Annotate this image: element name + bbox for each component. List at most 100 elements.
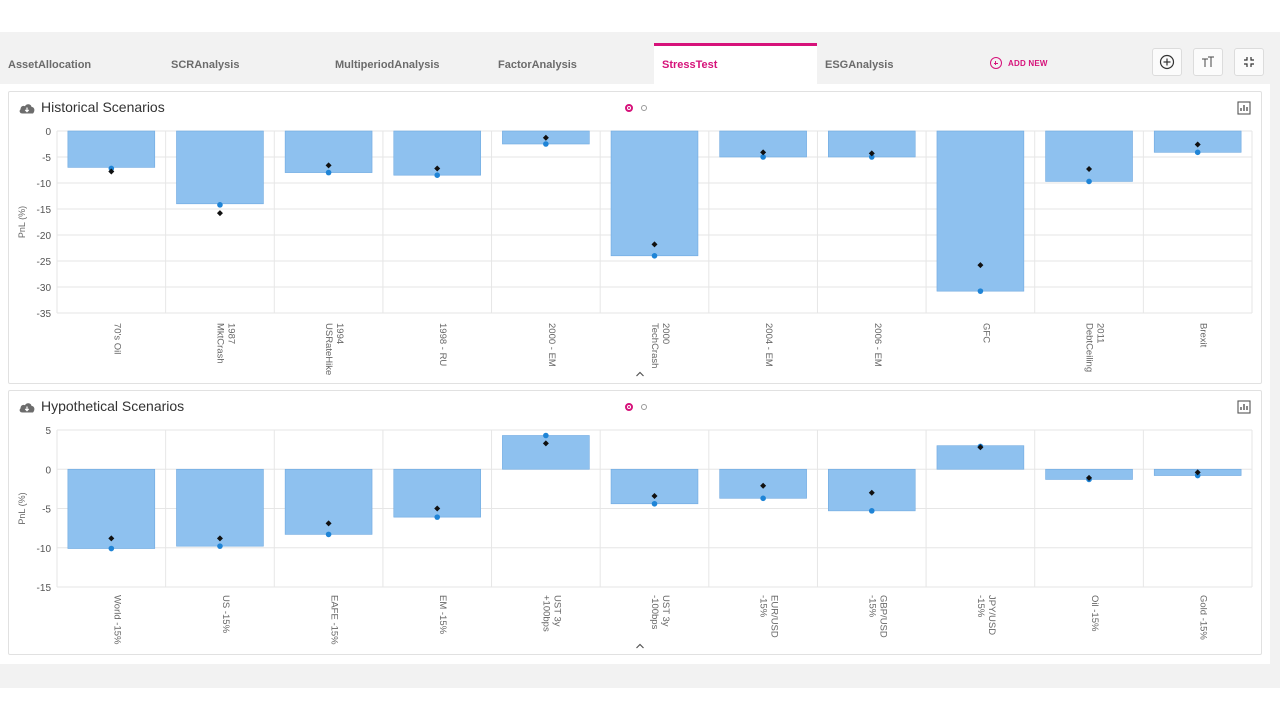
pager-dot-active[interactable] bbox=[625, 104, 633, 112]
black-marker bbox=[760, 149, 767, 156]
app-window: AssetAllocation SCRAnalysis MultiperiodA… bbox=[0, 32, 1280, 688]
black-marker bbox=[760, 482, 767, 489]
pager-dot-active[interactable] bbox=[625, 403, 633, 411]
cloud-download-icon[interactable] bbox=[18, 400, 36, 414]
tab-bar: AssetAllocation SCRAnalysis MultiperiodA… bbox=[0, 32, 1280, 84]
black-marker bbox=[108, 535, 115, 542]
black-marker bbox=[216, 535, 223, 542]
y-tick-label: -35 bbox=[37, 309, 52, 320]
collapse-view-button[interactable] bbox=[1234, 48, 1264, 76]
y-tick-label: 5 bbox=[45, 426, 51, 437]
y-tick-label: -10 bbox=[37, 544, 52, 555]
pager-dot-inactive[interactable] bbox=[641, 404, 647, 410]
black-marker bbox=[216, 210, 223, 217]
tab-factor-analysis[interactable]: FactorAnalysis bbox=[498, 59, 577, 71]
x-tick-label: -15% bbox=[975, 595, 986, 618]
text-size-icon bbox=[1202, 56, 1214, 67]
panel-pager bbox=[625, 104, 647, 112]
y-tick-label: 0 bbox=[45, 465, 51, 476]
bar bbox=[67, 468, 156, 549]
plus-circle-icon bbox=[990, 57, 1002, 69]
x-tick-label: EAFE -15% bbox=[329, 595, 340, 645]
y-axis-label: PnL (%) bbox=[17, 206, 27, 238]
historical-scenarios-chart: 0 -5 -10 -15 -20 -25 -30 -35 PnL (%) 70's Oil 1987… bbox=[17, 127, 1253, 375]
y-tick-label: -30 bbox=[37, 283, 52, 294]
tab-scr-analysis[interactable]: SCRAnalysis bbox=[171, 59, 240, 71]
pager-dot-inactive[interactable] bbox=[641, 105, 647, 111]
blue-marker bbox=[108, 545, 115, 552]
blue-marker bbox=[325, 531, 332, 538]
x-tick-label: 2004 - EM bbox=[763, 323, 774, 367]
blue-marker bbox=[977, 288, 984, 294]
black-marker bbox=[434, 165, 441, 172]
add-new-button[interactable]: ADD NEW bbox=[990, 56, 1048, 70]
black-marker bbox=[868, 489, 875, 496]
blue-marker bbox=[868, 154, 875, 160]
x-tick-label: 2000 bbox=[660, 323, 671, 344]
x-tick-label: 1994 bbox=[334, 323, 345, 344]
bar bbox=[67, 130, 156, 168]
tab-stress-test[interactable]: StressTest bbox=[654, 43, 817, 84]
blue-marker bbox=[868, 508, 875, 514]
black-marker bbox=[1086, 165, 1093, 172]
tab-multiperiod-analysis[interactable]: MultiperiodAnalysis bbox=[335, 59, 440, 71]
panel-title: Hypothetical Scenarios bbox=[41, 398, 185, 414]
add-widget-button[interactable] bbox=[1152, 48, 1182, 76]
x-tick-label: 2011 bbox=[1095, 323, 1106, 343]
x-tick-label: -100bps bbox=[649, 595, 660, 630]
bar bbox=[176, 130, 264, 205]
black-marker bbox=[542, 134, 549, 141]
x-tick-label: 2006 - EM bbox=[872, 323, 883, 367]
blue-marker bbox=[434, 514, 441, 520]
black-marker bbox=[1086, 474, 1093, 481]
x-tick-label: GBP/USD bbox=[877, 595, 888, 638]
hypothetical-scenarios-panel: Hypothetical Scenarios 5 0 -5 -10 -15 PnL (%)… bbox=[8, 390, 1262, 655]
blue-marker bbox=[651, 500, 658, 507]
x-tick-label: Gold -15% bbox=[1198, 595, 1209, 640]
y-tick-label: -25 bbox=[37, 257, 52, 268]
x-tick-label: Brexit bbox=[1198, 323, 1209, 348]
black-marker bbox=[1194, 469, 1201, 476]
x-tick-label: EM -15% bbox=[437, 595, 448, 635]
black-marker bbox=[434, 505, 441, 512]
black-marker bbox=[651, 241, 658, 248]
blue-marker bbox=[760, 495, 766, 502]
cloud-download-icon[interactable] bbox=[18, 101, 36, 115]
historical-scenarios-panel: Historical Scenarios 0 -5 -10 -15 -20 -25 -30 -… bbox=[8, 91, 1262, 384]
x-tick-label: GFC bbox=[980, 323, 991, 343]
blue-marker bbox=[760, 154, 766, 160]
blue-marker bbox=[1086, 178, 1092, 185]
blue-marker bbox=[543, 432, 549, 439]
x-tick-label: US -15% bbox=[220, 595, 231, 634]
collapse-chevron-icon[interactable] bbox=[635, 642, 645, 650]
tab-esg-analysis[interactable]: ESGAnalysis bbox=[825, 59, 894, 71]
x-tick-label: -15% bbox=[758, 595, 769, 618]
x-tick-label: +100bps bbox=[540, 595, 551, 632]
stress-test-content: Historical Scenarios 0 -5 -10 -15 -20 -25 -30 -… bbox=[0, 84, 1270, 664]
x-tick-label: UST 3y bbox=[551, 595, 562, 627]
x-tick-label: 70's Oil bbox=[111, 323, 122, 354]
blue-marker bbox=[651, 253, 658, 259]
x-tick-label: MktCrash bbox=[214, 323, 225, 364]
chart-type-icon[interactable] bbox=[1237, 101, 1251, 115]
x-tick-label: TechCrash bbox=[649, 323, 660, 368]
blue-marker bbox=[217, 202, 223, 208]
panel-pager bbox=[625, 403, 647, 411]
bar bbox=[1045, 130, 1133, 182]
y-axis-label: PnL (%) bbox=[17, 492, 27, 524]
black-marker bbox=[651, 492, 658, 499]
y-tick-label: -5 bbox=[42, 505, 51, 516]
x-tick-label: JPY/USD bbox=[986, 595, 997, 635]
tab-asset-allocation[interactable]: AssetAllocation bbox=[8, 59, 92, 71]
bar bbox=[610, 130, 699, 257]
black-marker bbox=[542, 440, 549, 447]
x-tick-label: USRateHike bbox=[323, 323, 334, 375]
blue-marker bbox=[543, 141, 549, 147]
chart-type-icon[interactable] bbox=[1237, 400, 1251, 414]
collapse-chevron-icon[interactable] bbox=[635, 370, 645, 378]
blue-marker bbox=[1194, 472, 1201, 479]
x-tick-label: 2000 - EM bbox=[546, 323, 557, 367]
x-tick-label: 1987 bbox=[225, 323, 236, 344]
text-size-button[interactable] bbox=[1193, 48, 1223, 76]
y-tick-label: -15 bbox=[37, 205, 52, 216]
